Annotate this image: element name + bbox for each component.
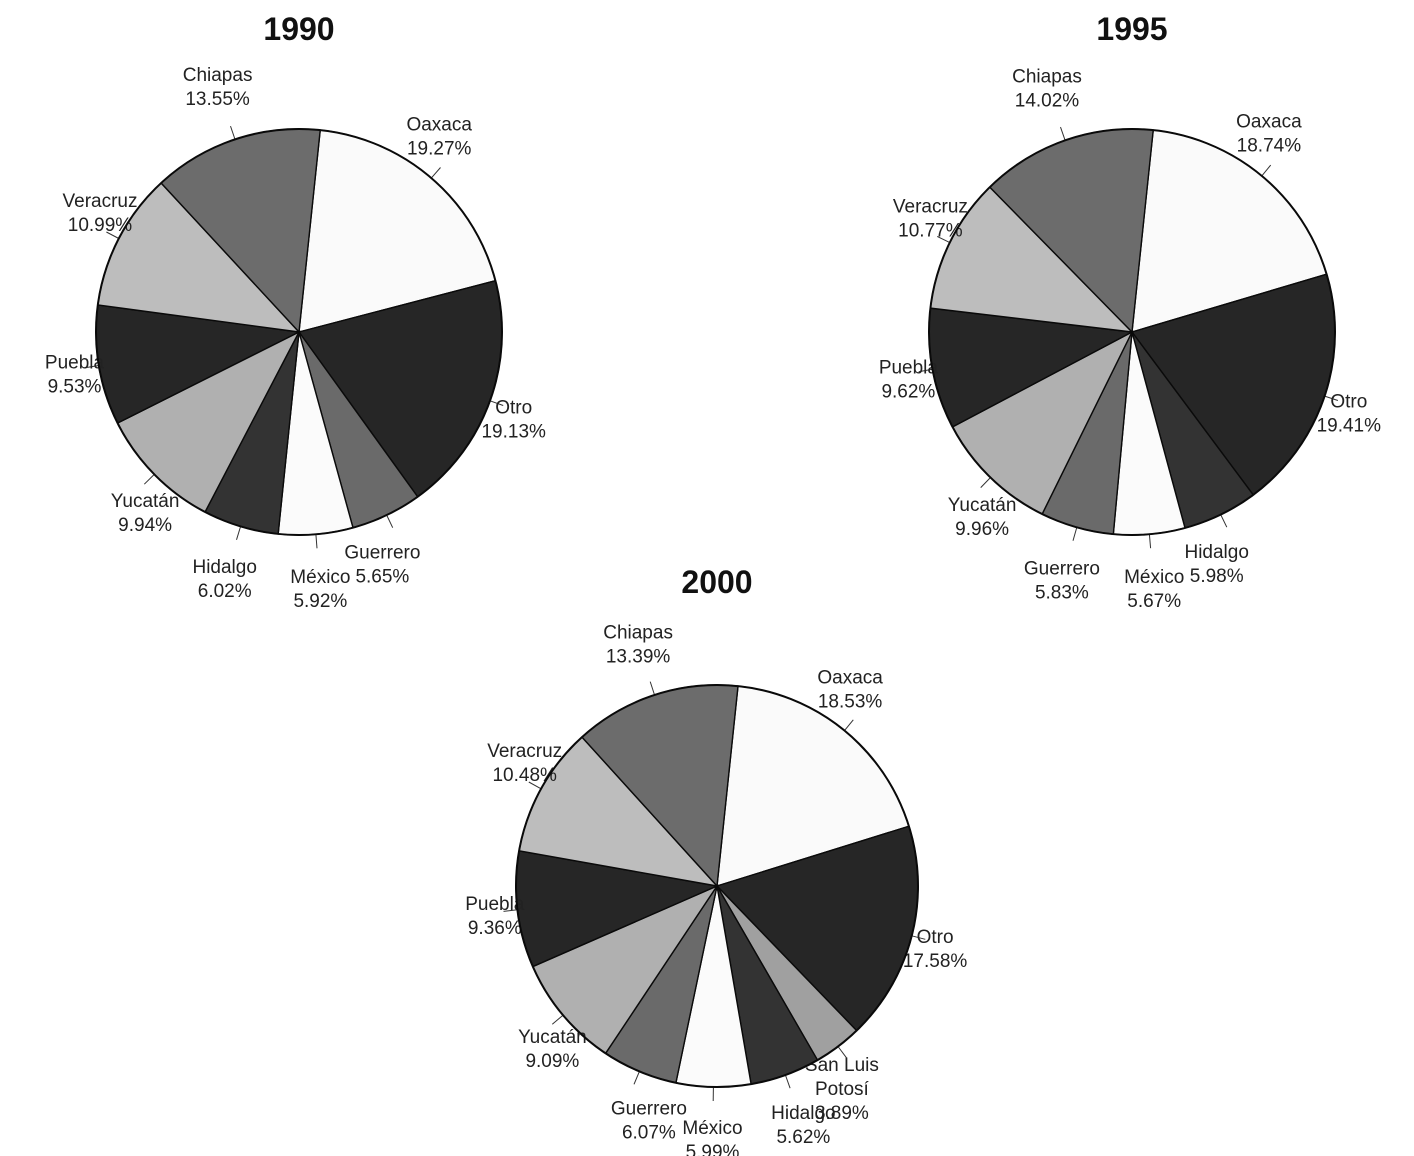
pie-label-1990-mexico: México 5.92% [290,567,350,612]
leader-line [106,231,120,239]
leader-line [911,935,926,940]
leader-line [844,719,854,731]
leader-line [551,1014,564,1025]
leader-line [528,781,542,790]
pie-label-2000-oaxaca: Oaxaca 18.53% [817,668,883,713]
leader-line [1324,395,1339,401]
pie-label-1995-oaxaca: Oaxaca 18.74% [1236,112,1302,157]
pie-label-2000-puebla: Puebla 9.36% [465,894,525,939]
pie-label-1990-chiapas: Chiapas 13.55% [183,65,253,110]
leader-line [236,526,242,540]
leader-line [633,1071,640,1085]
leader-line [784,1074,791,1089]
pie-label-1990-puebla: Puebla 9.53% [45,353,105,398]
pie-label-1990-hidalgo: Hidalgo 6.02% [192,557,256,602]
pie-label-2000-guerrero: Guerrero 6.07% [611,1098,687,1143]
leader-line [1220,514,1228,528]
leader-line [837,1046,847,1058]
leader-line [1060,126,1066,141]
pie-label-2000-veracruz: Veracruz 10.48% [487,741,562,786]
leader-line [1261,164,1272,177]
pie-label-2000-mexico: México 5.99% [682,1118,742,1156]
pie-label-2000-yucatan: Yucatán 9.09% [518,1027,587,1072]
pie-label-2000-chiapas: Chiapas 13.39% [603,623,673,668]
pie-label-1990-veracruz: Veracruz 10.99% [63,191,138,236]
pie-label-2000-hidalgo: Hidalgo 5.62% [771,1103,835,1148]
leader-line [230,125,236,140]
pie-label-2000-otro: Otro 17.58% [903,927,968,972]
pie-outline-2000 [515,684,919,1088]
leader-line [1072,527,1078,541]
leader-line [980,477,991,488]
pie-label-1995-chiapas: Chiapas 14.02% [1012,66,1082,111]
leader-line [649,681,655,696]
leader-line [430,167,441,179]
leader-line [489,400,504,406]
leader-line [84,365,99,369]
leader-line [315,534,318,549]
pie-label-1995-otro: Otro 19.41% [1317,391,1382,436]
leader-line [918,368,933,373]
pie-label-1995-hidalgo: Hidalgo 5.98% [1184,542,1248,587]
pie-label-1995-yucatan: Yucatán 9.96% [948,495,1017,540]
pie-label-1990-guerrero: Guerrero 5.65% [344,543,420,588]
leader-line [1148,534,1152,549]
pie-label-1995-mexico: México 5.67% [1124,567,1184,612]
pie-outline-1995 [928,128,1336,536]
pie-label-1995-guerrero: Guerrero 5.83% [1024,558,1100,603]
leader-line [503,909,518,912]
leader-line [936,235,951,244]
pie-label-2000-san-luis-potosi: San Luis Potosí 3.89% [805,1055,879,1124]
pie-outline-1990 [95,128,503,536]
pie-label-1995-puebla: Puebla 9.62% [879,357,939,402]
pie-label-1990-otro: Otro 19.13% [481,397,546,442]
pie-chart-1990: Oaxaca 19.27% Otro 19.13% Guerrero 5.65%Méxic… [45,65,546,612]
pie-label-1995-veracruz: Veracruz 10.77% [893,196,968,241]
pie-chart-2000: Oaxaca 18.53% Otro 17.58% San Luis Potosí 3.89… [465,623,967,1156]
chart-title-2000: 2000 [681,564,752,600]
pie-chart-1995: Oaxaca 18.74% Otro 19.41% Hidalgo 5.98%México… [879,66,1381,612]
chart-title-1990: 1990 [263,11,334,47]
leader-line [143,474,155,485]
chart-title-1995: 1995 [1096,11,1167,47]
pie-label-1990-yucatan: Yucatán 9.94% [111,491,180,536]
leader-line [386,514,394,528]
pie-label-1990-oaxaca: Oaxaca 19.27% [406,114,472,159]
